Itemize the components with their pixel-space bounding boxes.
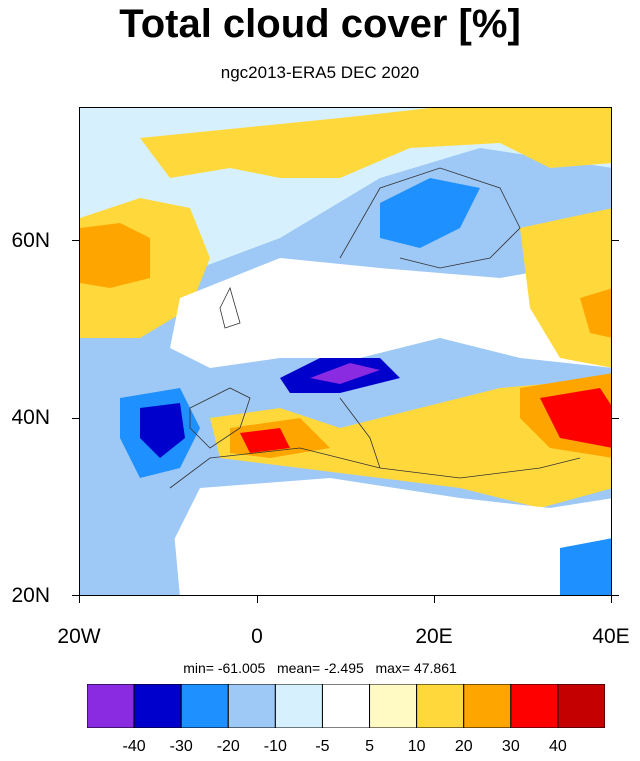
stats-max-value: 47.861 [413, 660, 457, 676]
colorbar-box [180, 684, 229, 728]
ytick-right-20n [612, 595, 619, 596]
colorbar-label: 30 [501, 738, 520, 755]
field-white-central [170, 258, 611, 368]
colorbar-label: 5 [365, 738, 374, 755]
field-yellow-arctic [140, 108, 611, 178]
colorbar-box [274, 684, 323, 728]
ytick-60n [72, 240, 79, 241]
coastlines [169, 167, 581, 489]
ytick-right-40n [612, 418, 619, 419]
colorbar-box [321, 684, 371, 728]
field-orange-atlantic [80, 223, 150, 288]
stats-mean-value: -2.495 [324, 660, 364, 676]
lon-label-20w: 20W [57, 625, 101, 648]
xtick-20w [79, 596, 80, 603]
colorbar-label: 40 [549, 738, 567, 755]
ytick-40n [72, 418, 79, 419]
stats-max-label: max= [375, 660, 411, 676]
colorbar-label: -40 [122, 738, 146, 755]
lon-label-20e: 20E [415, 625, 453, 648]
colorbar-box [369, 684, 418, 728]
lat-label-20n: 20N [11, 584, 50, 607]
colorbar-label: -5 [315, 738, 330, 755]
stats-min-value: -61.005 [217, 660, 266, 676]
lat-label-40n: 40N [11, 406, 50, 429]
figure-subtitle: ngc2013-ERA5 DEC 2020 [220, 63, 420, 82]
colorbar-box [463, 684, 512, 728]
colorbar-box [557, 684, 605, 728]
map-panel [79, 107, 612, 596]
xtick-40e [611, 596, 612, 603]
colorbar-label: -10 [263, 738, 287, 755]
field-blue-atlantic-south [80, 488, 180, 595]
field-yellow-med [210, 378, 611, 508]
cloud-cover-map [80, 108, 611, 595]
xtick-20e [434, 596, 435, 603]
field-darkblue-iberia [140, 403, 185, 458]
colorbar-box [87, 684, 135, 728]
stats-min-label: min= [183, 660, 214, 676]
lon-label-40e: 40E [592, 625, 630, 648]
field-orange-east [580, 288, 611, 338]
field-red-nafrica [240, 428, 290, 453]
field-yellow-east [520, 208, 611, 368]
figure-title: Total cloud cover [%] [119, 2, 521, 46]
colorbar-label: 20 [454, 738, 473, 755]
colorbar-box [416, 684, 465, 728]
lat-label-60n: 60N [11, 229, 50, 252]
colorbar-box [227, 684, 276, 728]
stats-line: min= -61.005 mean= -2.495 max= 47.861 [0, 660, 640, 676]
colorbar-label: -20 [216, 738, 240, 755]
field-darkblue-scandinavia [380, 178, 480, 248]
xtick-0 [257, 596, 258, 603]
ytick-right-60n [612, 240, 619, 241]
field-red-turkey [540, 388, 611, 448]
lon-label-0: 0 [251, 625, 263, 648]
colorbar-label: -30 [169, 738, 193, 755]
stats-mean-label: mean= [276, 660, 321, 676]
field-white-sahara [170, 478, 611, 595]
colorbar-label: 10 [407, 738, 426, 755]
field-blue-redsea [560, 538, 611, 595]
colorbar-box [510, 684, 559, 728]
colorbar-box [133, 684, 182, 728]
ytick-20n [72, 595, 79, 596]
field-purple-alps [310, 363, 380, 384]
colorbar [87, 684, 605, 728]
